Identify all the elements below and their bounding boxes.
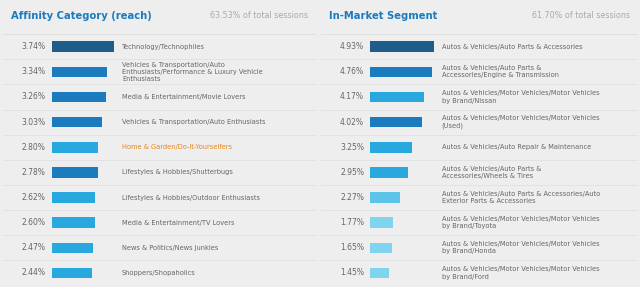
Text: 63.53% of total sessions: 63.53% of total sessions bbox=[210, 11, 308, 20]
Text: Vehicles & Transportation/Auto Enthusiasts: Vehicles & Transportation/Auto Enthusias… bbox=[122, 119, 266, 125]
Text: 4.02%: 4.02% bbox=[340, 118, 364, 127]
Text: Lifestyles & Hobbies/Shutterbugs: Lifestyles & Hobbies/Shutterbugs bbox=[122, 169, 233, 175]
Text: Media & Entertainment/TV Lovers: Media & Entertainment/TV Lovers bbox=[122, 220, 234, 226]
Text: 3.26%: 3.26% bbox=[21, 92, 45, 102]
Text: 3.74%: 3.74% bbox=[21, 42, 45, 51]
Text: Autos & Vehicles/Auto Parts & Accessories: Autos & Vehicles/Auto Parts & Accessorie… bbox=[442, 44, 582, 50]
Bar bbox=[52, 218, 95, 228]
Bar bbox=[52, 142, 99, 153]
Bar bbox=[52, 167, 98, 178]
Bar bbox=[371, 218, 393, 228]
Text: News & Politics/News Junkies: News & Politics/News Junkies bbox=[122, 245, 218, 251]
Bar bbox=[371, 268, 389, 278]
Text: 2.44%: 2.44% bbox=[21, 269, 45, 278]
Text: Autos & Vehicles/Auto Parts &
Accessories/Wheels & Tires: Autos & Vehicles/Auto Parts & Accessorie… bbox=[442, 166, 541, 179]
Text: In-Market Segment: In-Market Segment bbox=[329, 11, 438, 21]
Text: Lifestyles & Hobbies/Outdoor Enthusiasts: Lifestyles & Hobbies/Outdoor Enthusiasts bbox=[122, 195, 260, 201]
Bar bbox=[371, 92, 424, 102]
Bar bbox=[52, 41, 114, 52]
Bar bbox=[371, 167, 408, 178]
Text: Autos & Vehicles/Motor Vehicles/Motor Vehicles
(Used): Autos & Vehicles/Motor Vehicles/Motor Ve… bbox=[442, 115, 599, 129]
Bar bbox=[52, 243, 93, 253]
Text: Autos & Vehicles/Motor Vehicles/Motor Vehicles
by Brand/Ford: Autos & Vehicles/Motor Vehicles/Motor Ve… bbox=[442, 266, 599, 280]
Text: Affinity Category (reach): Affinity Category (reach) bbox=[11, 11, 152, 21]
Text: 61.70% of total sessions: 61.70% of total sessions bbox=[532, 11, 630, 20]
Text: 3.03%: 3.03% bbox=[21, 118, 45, 127]
Text: Autos & Vehicles/Auto Parts & Accessories/Auto
Exterior Parts & Accessories: Autos & Vehicles/Auto Parts & Accessorie… bbox=[442, 191, 600, 204]
Text: Autos & Vehicles/Motor Vehicles/Motor Vehicles
by Brand/Toyota: Autos & Vehicles/Motor Vehicles/Motor Ve… bbox=[442, 216, 599, 229]
Text: Vehicles & Transportation/Auto
Enthusiasts/Performance & Luxury Vehicle
Enthusia: Vehicles & Transportation/Auto Enthusias… bbox=[122, 62, 262, 82]
Bar bbox=[52, 92, 106, 102]
Bar bbox=[52, 268, 92, 278]
Text: Technology/Technophiles: Technology/Technophiles bbox=[122, 44, 205, 50]
Text: Autos & Vehicles/Motor Vehicles/Motor Vehicles
by Brand/Honda: Autos & Vehicles/Motor Vehicles/Motor Ve… bbox=[442, 241, 599, 255]
Text: 2.80%: 2.80% bbox=[22, 143, 45, 152]
Text: Shoppers/Shopaholics: Shoppers/Shopaholics bbox=[122, 270, 196, 276]
Text: 4.17%: 4.17% bbox=[340, 92, 364, 102]
Text: 2.62%: 2.62% bbox=[22, 193, 45, 202]
Text: Media & Entertainment/Movie Lovers: Media & Entertainment/Movie Lovers bbox=[122, 94, 245, 100]
Text: 1.77%: 1.77% bbox=[340, 218, 364, 227]
Text: 1.65%: 1.65% bbox=[340, 243, 364, 252]
Text: Autos & Vehicles/Auto Parts &
Accessories/Engine & Transmission: Autos & Vehicles/Auto Parts & Accessorie… bbox=[442, 65, 559, 78]
Text: 2.95%: 2.95% bbox=[340, 168, 364, 177]
Text: 4.93%: 4.93% bbox=[340, 42, 364, 51]
Text: 4.76%: 4.76% bbox=[340, 67, 364, 76]
Text: Autos & Vehicles/Motor Vehicles/Motor Vehicles
by Brand/Nissan: Autos & Vehicles/Motor Vehicles/Motor Ve… bbox=[442, 90, 599, 104]
Bar bbox=[371, 243, 392, 253]
Text: 1.45%: 1.45% bbox=[340, 269, 364, 278]
Bar bbox=[371, 41, 434, 52]
Bar bbox=[52, 67, 108, 77]
Bar bbox=[371, 192, 399, 203]
Text: 3.34%: 3.34% bbox=[21, 67, 45, 76]
Bar bbox=[371, 142, 412, 153]
Bar bbox=[52, 117, 102, 127]
Text: 2.47%: 2.47% bbox=[21, 243, 45, 252]
Bar bbox=[371, 67, 431, 77]
Bar bbox=[371, 117, 422, 127]
Text: Autos & Vehicles/Auto Repair & Maintenance: Autos & Vehicles/Auto Repair & Maintenan… bbox=[442, 144, 591, 150]
Text: Home & Garden/Do-It-Yourselfers: Home & Garden/Do-It-Yourselfers bbox=[122, 144, 232, 150]
Text: 3.25%: 3.25% bbox=[340, 143, 364, 152]
Text: 2.78%: 2.78% bbox=[22, 168, 45, 177]
Bar bbox=[52, 192, 95, 203]
Text: 2.60%: 2.60% bbox=[21, 218, 45, 227]
Text: 2.27%: 2.27% bbox=[340, 193, 364, 202]
